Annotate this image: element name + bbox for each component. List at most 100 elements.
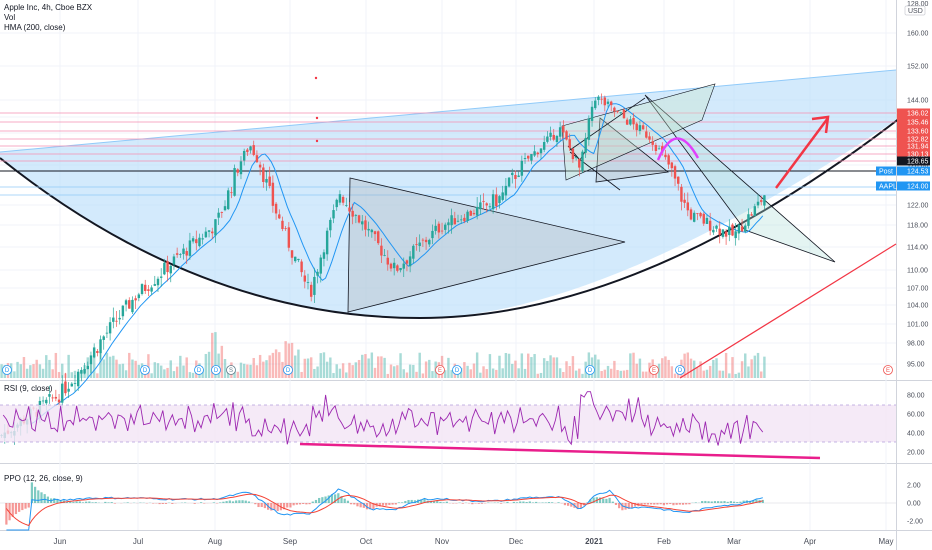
candle-body[interactable] [226,190,230,210]
candle-body[interactable] [309,284,313,297]
candle-body[interactable] [262,167,265,182]
candle-body[interactable] [386,257,390,265]
candle-body[interactable] [501,192,504,200]
candle-body[interactable] [482,200,485,202]
rsi-line[interactable] [2,391,764,446]
candle-body[interactable] [214,219,217,236]
candle-body[interactable] [294,256,297,262]
candle-body[interactable] [625,119,629,125]
candle-body[interactable] [466,211,469,221]
candle-body[interactable] [475,206,479,216]
candle-body[interactable] [664,154,667,158]
candle-body[interactable] [287,227,291,248]
candle-body[interactable] [721,229,725,237]
candle-body[interactable] [600,98,603,100]
legend-symbol[interactable]: Apple Inc, 4h, Cboe BZX [4,3,93,12]
candle-body[interactable] [680,186,683,202]
candle-body[interactable] [488,206,492,208]
candle-body[interactable] [380,245,383,256]
event-marker[interactable] [585,365,595,375]
candle-body[interactable] [527,155,530,159]
candle-body[interactable] [156,278,160,286]
candle-body[interactable] [731,224,734,236]
candle-body[interactable] [408,256,412,267]
candle-body[interactable] [574,156,578,158]
candle-body[interactable] [641,125,645,130]
candle-body[interactable] [728,226,731,236]
candle-body[interactable] [405,260,409,264]
candle-body[interactable] [268,176,271,186]
candle-body[interactable] [431,230,434,239]
rsi-label[interactable]: RSI (9, close) [4,384,53,393]
candle-body[interactable] [201,238,204,240]
candle-body[interactable] [108,322,112,334]
candle-body[interactable] [211,231,214,234]
candle-body[interactable] [169,265,172,274]
cup-rim-line[interactable] [0,69,897,153]
candle-body[interactable] [718,228,721,235]
candle-body[interactable] [348,207,351,212]
candle-body[interactable] [447,222,450,226]
candle-body[interactable] [750,214,753,216]
candle-body[interactable] [415,244,418,245]
candle-body[interactable] [258,164,262,168]
candle-body[interactable] [740,226,744,232]
candle-body[interactable] [80,369,83,374]
candle-body[interactable] [313,276,316,295]
candle-body[interactable] [520,160,524,176]
candle-body[interactable] [172,256,176,265]
candle-body[interactable] [89,355,93,365]
candle-body[interactable] [683,199,686,203]
candle-body[interactable] [188,240,192,256]
candle-body[interactable] [338,194,342,203]
rounding-top-curve[interactable] [656,137,700,161]
candle-body[interactable] [584,137,587,153]
candle-body[interactable] [64,381,67,394]
hma-line[interactable] [31,103,764,424]
candle-body[interactable] [370,229,374,233]
candle-body[interactable] [284,228,287,230]
candle-body[interactable] [239,161,243,175]
candle-body[interactable] [278,214,281,219]
candle-body[interactable] [724,231,728,237]
legend[interactable]: Apple Inc, 4h, Cboe BZX Vol HMA (200, cl… [4,3,92,33]
candle-body[interactable] [654,144,658,151]
event-marker[interactable] [649,365,659,375]
candle-body[interactable] [594,100,597,109]
triangle-pattern[interactable] [347,177,626,313]
rsi-axis[interactable]: 80.00 60.00 40.00 20.00 [907,393,925,457]
candle-body[interactable] [562,126,565,133]
candle-body[interactable] [542,142,546,150]
candle-body[interactable] [319,257,322,274]
candle-body[interactable] [345,205,348,206]
candle-body[interactable] [648,136,651,140]
candle-body[interactable] [606,101,610,104]
candle-body[interactable] [92,347,96,358]
candle-body[interactable] [619,112,622,114]
candle-body[interactable] [613,107,616,112]
candle-body[interactable] [549,132,552,137]
candle-body[interactable] [530,154,533,161]
candle-body[interactable] [440,230,444,232]
candle-body[interactable] [351,210,354,217]
candle-body[interactable] [300,261,303,273]
candle-body[interactable] [696,213,699,215]
candle-body[interactable] [392,262,396,269]
candle-body[interactable] [402,263,405,269]
candle-body[interactable] [667,155,670,165]
candle-body[interactable] [373,231,377,235]
triangle-pattern[interactable] [644,94,836,263]
candle-body[interactable] [686,202,690,211]
candle-body[interactable] [399,267,402,271]
candle-body[interactable] [207,230,211,232]
candle-body[interactable] [45,399,48,404]
candle-body[interactable] [112,317,115,322]
event-marker[interactable] [211,365,221,375]
event-marker[interactable] [194,365,204,375]
candle-body[interactable] [223,206,227,211]
candle-body[interactable] [325,230,329,255]
candle-body[interactable] [434,225,437,231]
candle-body[interactable] [421,239,425,241]
candle-body[interactable] [590,106,594,121]
candle-body[interactable] [523,157,527,159]
